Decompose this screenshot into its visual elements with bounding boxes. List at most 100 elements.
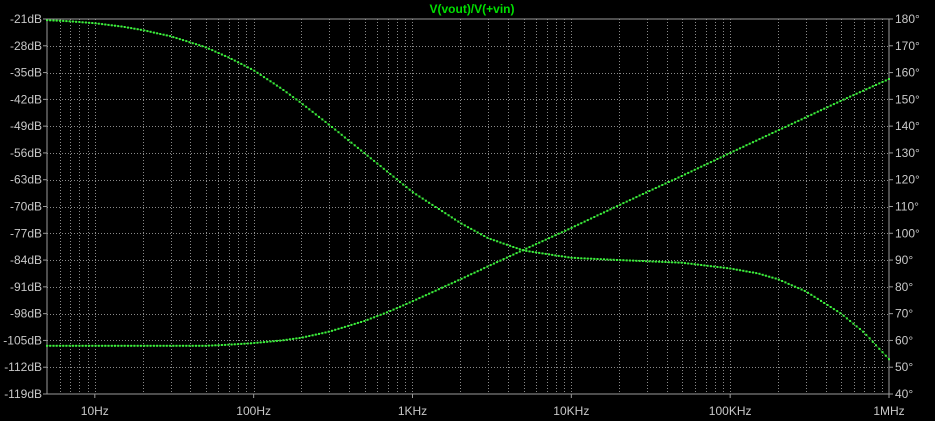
trace-point: [700, 165, 703, 168]
trace-point: [114, 24, 116, 27]
trace-point: [486, 236, 489, 239]
trace-point: [240, 342, 243, 345]
trace-point: [84, 344, 87, 347]
trace-point: [94, 344, 97, 347]
trace-point: [172, 36, 175, 39]
trace-point: [616, 259, 618, 261]
trace-point: [758, 138, 761, 141]
trace-point: [230, 58, 233, 60]
trace-point: [752, 141, 754, 144]
trace-point: [742, 269, 745, 272]
trace-point: [334, 328, 337, 331]
trace-point: [256, 71, 259, 74]
y-right-tick-label: 120°: [895, 173, 920, 187]
trace-point: [191, 42, 194, 45]
trace-point: [480, 233, 482, 236]
trace-point: [696, 263, 699, 266]
trace-point: [528, 250, 531, 253]
trace-point: [888, 78, 890, 80]
trace-point: [434, 206, 437, 208]
trace-point: [596, 258, 599, 260]
trace-point: [888, 358, 890, 361]
trace-point: [693, 263, 696, 266]
trace-point: [690, 170, 693, 173]
trace-point: [800, 118, 803, 121]
trace-point: [272, 340, 275, 343]
trace-point: [120, 25, 123, 28]
trace-point: [586, 257, 589, 260]
trace-point: [781, 280, 784, 282]
y-right-tick-label: 70°: [895, 307, 913, 321]
trace-point: [823, 302, 826, 304]
trace-point: [774, 130, 777, 133]
trace-point: [803, 289, 806, 292]
trace-point: [224, 54, 227, 57]
trace-point: [832, 308, 835, 311]
trace-point: [858, 328, 861, 330]
trace-point: [726, 267, 729, 270]
trace-point: [447, 283, 450, 286]
trace-point: [399, 305, 401, 308]
trace-point: [75, 20, 78, 23]
trace-point: [845, 317, 848, 320]
trace-point: [706, 264, 709, 267]
trace-point: [538, 251, 541, 254]
trace-point: [755, 139, 758, 142]
y-left-tick-label: -42dB: [10, 92, 42, 106]
trace-point: [794, 121, 797, 124]
trace-point: [787, 282, 790, 285]
trace-point: [353, 144, 356, 147]
trace-point: [182, 39, 184, 42]
trace-point: [178, 344, 181, 347]
trace-point: [324, 331, 327, 334]
trace-point: [130, 344, 133, 347]
trace-point: [139, 28, 142, 31]
trace-point: [46, 19, 48, 22]
trace-point: [842, 98, 845, 101]
trace-point: [719, 156, 722, 159]
trace-point: [706, 162, 709, 165]
trace-point: [52, 344, 55, 347]
trace-point: [337, 327, 340, 330]
trace-point: [220, 344, 223, 346]
trace-point: [842, 314, 845, 317]
trace-point: [259, 73, 262, 76]
trace-point: [492, 262, 495, 265]
trace-point: [169, 344, 172, 347]
trace-point: [865, 88, 868, 91]
trace-point: [509, 244, 512, 247]
trace-point: [175, 37, 178, 40]
trace-point: [224, 343, 227, 346]
trace-point: [88, 21, 91, 24]
trace-point: [564, 229, 567, 232]
trace-point: [667, 181, 670, 183]
trace-point: [489, 238, 492, 241]
trace-point: [379, 313, 382, 316]
trace-point: [185, 344, 188, 347]
trace-point: [525, 247, 528, 250]
trace-point: [68, 344, 71, 347]
trace-point: [878, 347, 881, 350]
trace-point: [104, 23, 107, 26]
trace-point: [159, 344, 162, 347]
trace-point: [797, 119, 800, 122]
trace-point: [246, 66, 249, 69]
trace-point: [557, 254, 560, 257]
trace-point: [182, 344, 184, 347]
trace-point: [858, 91, 861, 94]
trace-point: [136, 344, 139, 347]
trace-point: [421, 197, 424, 200]
trace-point: [340, 326, 343, 329]
trace-point: [172, 344, 175, 347]
trace-point: [622, 259, 625, 262]
trace-point: [855, 92, 858, 95]
trace-point: [243, 64, 246, 67]
trace-point: [852, 322, 855, 325]
trace-point: [230, 343, 233, 346]
trace-point: [424, 294, 427, 297]
trace-point: [489, 264, 492, 267]
y-left-tick-label: -98dB: [10, 307, 42, 321]
trace-point: [149, 30, 152, 33]
y-left-tick-label: -63dB: [10, 173, 42, 187]
